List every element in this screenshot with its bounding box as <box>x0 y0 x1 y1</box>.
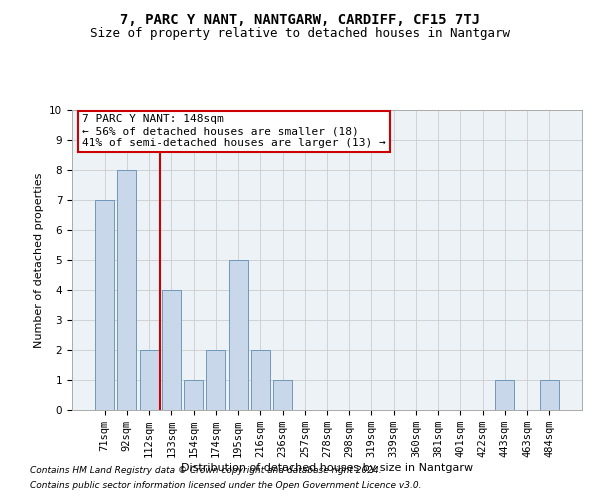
Bar <box>273 380 292 410</box>
Text: 7 PARC Y NANT: 148sqm
← 56% of detached houses are smaller (18)
41% of semi-deta: 7 PARC Y NANT: 148sqm ← 56% of detached … <box>82 114 386 148</box>
Text: Contains HM Land Registry data © Crown copyright and database right 2024.: Contains HM Land Registry data © Crown c… <box>30 466 382 475</box>
Bar <box>540 380 559 410</box>
Bar <box>496 380 514 410</box>
Text: Contains public sector information licensed under the Open Government Licence v3: Contains public sector information licen… <box>30 481 421 490</box>
Bar <box>184 380 203 410</box>
Y-axis label: Number of detached properties: Number of detached properties <box>34 172 44 348</box>
Bar <box>229 260 248 410</box>
X-axis label: Distribution of detached houses by size in Nantgarw: Distribution of detached houses by size … <box>181 463 473 473</box>
Bar <box>140 350 158 410</box>
Bar <box>162 290 181 410</box>
Text: 7, PARC Y NANT, NANTGARW, CARDIFF, CF15 7TJ: 7, PARC Y NANT, NANTGARW, CARDIFF, CF15 … <box>120 12 480 26</box>
Bar <box>95 200 114 410</box>
Bar <box>118 170 136 410</box>
Text: Size of property relative to detached houses in Nantgarw: Size of property relative to detached ho… <box>90 28 510 40</box>
Bar <box>206 350 225 410</box>
Bar <box>251 350 270 410</box>
